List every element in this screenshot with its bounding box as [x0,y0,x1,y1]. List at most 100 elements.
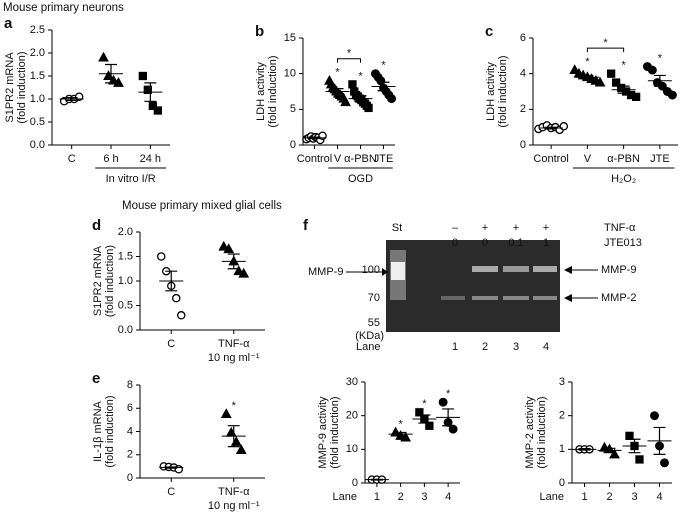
data-point [176,311,186,320]
significance-mark: * [446,388,451,400]
size-label: 70 [368,292,380,304]
panel-letter: e [92,370,100,387]
error-bar [227,425,240,448]
x-tick-sublabel: 10 ng ml⁻¹ [208,500,260,512]
arrow-head [564,266,572,274]
x-tick-label: 24 h [140,153,161,165]
band-label: MMP-9 [601,264,636,276]
chart: c 0 2 4 6 LDH activity (fold induction) Control… [485,23,678,185]
x-tick-sublabel: 10 ng ml⁻¹ [208,352,260,364]
y-tick-label: 4 [520,68,526,80]
x-tick-label: Control [533,153,568,165]
y-tick-label: 6 [520,32,526,44]
y-tick-label: 2 [559,410,565,422]
panel-letter: d [92,217,101,234]
chart: b 0 5 10 15 LDH activity (fold induction) Contr… [255,23,396,185]
gel-band [472,266,498,272]
x-tick-label: 4 [656,491,662,503]
data-point [220,408,232,419]
y-axis-label: LDH activity [255,62,267,121]
y-tick-label: 0 [559,477,565,489]
data-point [647,65,657,75]
gel-band [441,296,465,300]
x-tick-label: 1 [374,491,380,503]
error-bar [628,438,641,454]
panel-letter: a [4,15,13,32]
data-point [238,267,250,278]
size-label: 55 [368,317,380,329]
data-point [609,448,620,459]
significance-mark: * [335,67,340,79]
y-tick-label: 6 [127,402,133,414]
x-tick-label: V [584,153,592,165]
y-tick-label: 1.0 [30,93,45,105]
error-bar [308,136,321,140]
error-bar [394,431,407,437]
panel-letter: b [255,23,264,40]
y-tick-label: 0 [352,477,358,489]
treatment-cell: + [482,222,488,234]
y-axis-label: (fold induction) [16,51,28,123]
gel-panel: f St MMP-9 MMP-9 MMP-2 100 70 55 (KDa) L… [303,217,636,353]
y-tick-label: 1.0 [118,275,133,287]
data-point [635,455,644,464]
data-point [425,421,434,430]
y-axis-label: S1PR2 mRNA [4,52,16,123]
x-tick-label: 3 [631,491,637,503]
significance-mark: * [621,60,626,72]
treatment-label: JTE013 [604,237,642,249]
error-bar [442,408,455,427]
error-bar [617,85,630,94]
chart: 0 10 20 30 MMP-9 activity (fold induction) Lan… [317,376,461,503]
y-axis-label: (fold induction) [497,55,509,127]
data-point [625,431,634,441]
x-tick-label: JTE [650,153,670,165]
size-unit: (KDa) [355,330,384,342]
data-point [438,397,448,407]
y-tick-label: 1.5 [30,70,45,82]
data-point [650,411,659,421]
bracket [337,58,361,63]
error-bar [603,447,616,453]
data-point [340,96,351,107]
group-label: H₂O₂ [611,173,636,185]
x-tick-label: C [167,338,175,350]
error-bar [65,97,78,101]
y-tick-label: 3 [559,376,565,388]
band-label: MMP-2 [601,292,636,304]
error-bar [331,88,344,95]
panel-letter: c [485,23,493,40]
y-axis-label: IL-1β mRNA [92,400,104,461]
error-bar [227,253,240,270]
significance-mark: * [585,56,590,68]
lane-number: 4 [543,341,549,353]
x-tick-label: 1 [581,491,587,503]
lane-number: 3 [513,341,519,353]
gel-band [503,296,529,300]
error-bar [165,466,178,469]
y-tick-label: 8 [127,379,133,391]
significance-mark: * [398,418,403,430]
data-point [387,94,396,104]
x-tick-label: 3 [421,491,427,503]
data-point [559,122,569,131]
y-tick-label: 10 [284,68,296,80]
significance-mark: * [358,70,363,82]
y-axis-label: (fold induction) [329,396,341,468]
bracket [586,47,625,53]
data-point [667,90,677,100]
error-bar [653,74,666,87]
y-tick-label: 20 [346,410,358,422]
arrow-head [564,294,572,302]
y-tick-label: 0.0 [30,139,45,151]
data-point [143,85,152,94]
data-point [611,78,621,87]
data-point [218,240,230,251]
x-tick-label: C [167,486,175,498]
data-point [348,80,357,89]
size-label: 100 [362,264,380,276]
treatment-label: TNF-α [604,222,636,234]
gel-standard-band [391,262,405,280]
significance-mark: * [381,60,386,72]
chart: 0 1 2 3 MMP-2 activity (fold induction) Lane 1 2… [524,376,672,503]
